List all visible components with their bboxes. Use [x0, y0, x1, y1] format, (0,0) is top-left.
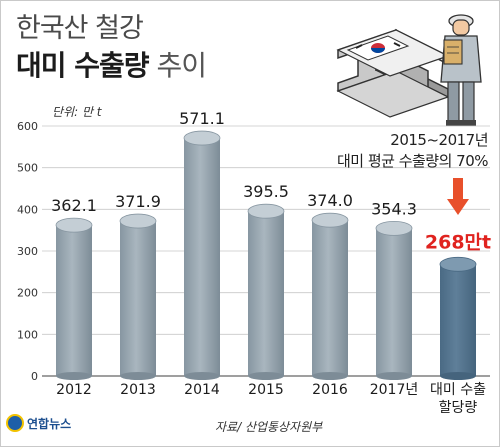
bar-cap — [183, 130, 221, 146]
value-label: 354.3 — [371, 199, 417, 218]
x-category-label: 2014 — [184, 382, 220, 398]
title-bold: 대미 수출량 — [16, 49, 150, 82]
yonhap-logo-icon — [6, 414, 24, 432]
bar-base — [56, 372, 92, 380]
bar — [120, 221, 156, 376]
title-light: 추이 — [156, 49, 207, 82]
x-category-label: 2013 — [120, 382, 156, 398]
bar — [56, 225, 92, 376]
y-tick-label: 200 — [17, 287, 38, 300]
bar-base — [120, 372, 156, 380]
value-label: 371.9 — [115, 192, 161, 211]
bar — [312, 220, 348, 376]
annotation-line-1: 2015~2017년 — [390, 131, 488, 149]
worker-icon — [440, 14, 482, 126]
y-tick-label: 500 — [17, 162, 38, 175]
x-category-label: 2017년 — [370, 382, 419, 398]
y-tick-label: 600 — [17, 120, 38, 133]
annotation-line-2: 대미 평균 수출량의 70% — [336, 152, 489, 170]
bar-base — [184, 372, 220, 380]
value-label: 571.1 — [179, 109, 225, 128]
bar-cap — [311, 212, 349, 228]
x-category-label: 2015 — [248, 382, 284, 398]
source-note: 자료/ 산업통상자원부 — [215, 420, 323, 434]
x-category-label: 대미 수출 — [430, 382, 486, 398]
y-tick-label: 0 — [31, 370, 38, 383]
x-category-label: 2016 — [312, 382, 348, 398]
bar-cap — [247, 203, 285, 219]
highlight-arrow-icon — [447, 199, 469, 215]
korea-flag-icon — [346, 35, 410, 61]
bar-base — [312, 372, 348, 380]
y-tick-label: 100 — [17, 328, 38, 341]
bar — [248, 211, 284, 376]
bar-cap — [439, 256, 477, 272]
bar-cap — [119, 213, 157, 229]
bar-cap — [375, 220, 413, 236]
bar-base — [248, 372, 284, 380]
x-category-label: 할당량 — [439, 400, 478, 416]
unit-label: 단위: 만 t — [52, 105, 102, 119]
value-label: 362.1 — [51, 196, 97, 215]
yonhap-logo: 연합뉴스 — [6, 414, 71, 432]
title-line-1: 한국산 철강 — [16, 13, 144, 44]
value-label-highlight: 268만t — [425, 231, 491, 253]
bar — [376, 228, 412, 376]
bar — [184, 138, 220, 376]
annotation: 2015~2017년 대미 평균 수출량의 70% — [300, 130, 489, 172]
bar-cap — [55, 217, 93, 233]
value-label: 395.5 — [243, 182, 289, 201]
bar-base — [376, 372, 412, 380]
value-label: 374.0 — [307, 191, 353, 210]
logo-text: 연합뉴스 — [27, 416, 72, 431]
y-tick-label: 400 — [17, 203, 38, 216]
x-category-label: 2012 — [56, 382, 92, 398]
bar-base — [440, 372, 476, 380]
highlight-arrow-shaft — [453, 178, 463, 200]
bar — [440, 264, 476, 376]
steel-worker-illustration — [336, 14, 482, 126]
y-tick-label: 300 — [17, 245, 38, 258]
title-line-2: 대미 수출량 추이 — [16, 44, 207, 84]
